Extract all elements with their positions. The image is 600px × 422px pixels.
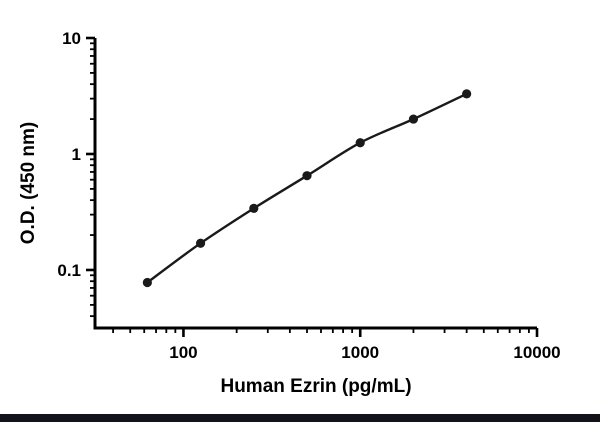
x-axis-label: Human Ezrin (pg/mL)	[220, 376, 411, 397]
y-tick-label: 10	[62, 29, 81, 48]
data-point	[142, 277, 152, 288]
bottom-bar	[0, 414, 600, 422]
data-point	[355, 138, 365, 148]
data-point	[408, 114, 419, 124]
x-tick-label: 1000	[341, 343, 379, 362]
y-tick-label: 1	[72, 145, 81, 164]
fit-curve	[146, 92, 468, 284]
y-axis-label: O.D. (450 nm)	[18, 122, 39, 244]
y-tick-label: 0.1	[57, 261, 81, 280]
data-point	[302, 171, 312, 181]
x-tick-label: 100	[169, 343, 197, 362]
data-point	[249, 203, 259, 213]
x-tick-label: 10000	[513, 343, 560, 362]
data-point	[195, 238, 206, 248]
data-point	[462, 89, 472, 99]
